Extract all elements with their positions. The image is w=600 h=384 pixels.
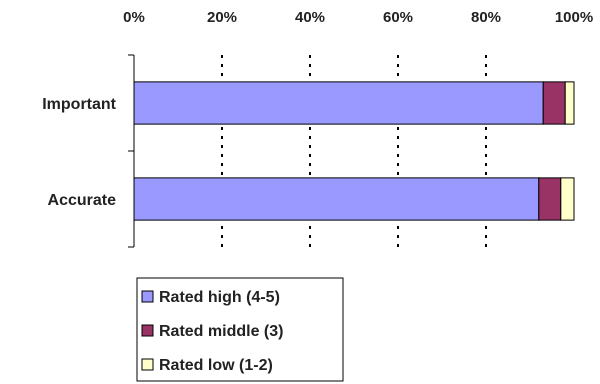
bar-segment [560, 177, 575, 221]
bar-segment [133, 177, 540, 221]
legend-swatch [141, 324, 154, 337]
legend: Rated high (4-5) Rated middle (3) Rated lo… [136, 277, 344, 382]
tick-label: 60% [383, 9, 413, 26]
category-label: Accurate [48, 192, 117, 209]
bars [133, 81, 575, 221]
bar-segment [564, 81, 575, 125]
tick-label: 100% [555, 9, 593, 26]
legend-label: Rated low (1-2) [159, 357, 273, 374]
tick-label: 0% [123, 9, 145, 26]
tick-label: 80% [471, 9, 501, 26]
legend-swatch [141, 290, 154, 303]
tick-label: 20% [207, 9, 237, 26]
value-axis [128, 54, 135, 248]
bar-segment [538, 177, 562, 221]
tick-labels: 0% 20% 40% 60% 80% 100% [123, 9, 593, 26]
bar-segment [133, 81, 544, 125]
legend-box [136, 277, 344, 382]
legend-swatch [141, 358, 154, 371]
legend-label: Rated high (4-5) [159, 289, 280, 306]
category-labels: Important Accurate [42, 96, 116, 209]
bar-segment [542, 81, 566, 125]
legend-label: Rated middle (3) [159, 323, 283, 340]
category-label: Important [42, 96, 116, 113]
tick-label: 40% [295, 9, 325, 26]
